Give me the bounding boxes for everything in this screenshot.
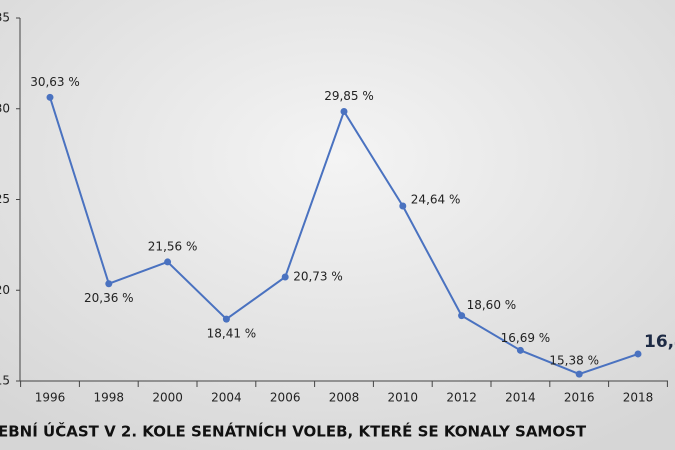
point bbox=[399, 202, 407, 210]
value-label: 29,85 % bbox=[324, 89, 374, 103]
value-label: 18,41 % bbox=[207, 327, 257, 341]
value-label: 16,69 % bbox=[501, 331, 551, 345]
x-tick-label: 2012 bbox=[446, 391, 477, 405]
point bbox=[634, 350, 642, 358]
point bbox=[222, 315, 230, 323]
point bbox=[46, 93, 54, 101]
point bbox=[105, 280, 113, 288]
value-label: 18,60 % bbox=[467, 298, 517, 312]
value-label: 21,56 % bbox=[148, 239, 198, 253]
x-tick-label: 2010 bbox=[388, 391, 419, 405]
chart-title: EBNÍ ÚČAST V 2. KOLE SENÁTNÍCH VOLEB, KT… bbox=[0, 422, 587, 441]
value-label: 24,64 % bbox=[411, 193, 461, 207]
y-tick-label: 35 bbox=[0, 11, 10, 25]
x-tick-label: 2014 bbox=[505, 391, 536, 405]
point bbox=[458, 312, 466, 320]
y-tick-label: 30 bbox=[0, 101, 10, 115]
y-tick-label: 15 bbox=[0, 374, 10, 388]
x-tick-label: 2000 bbox=[152, 391, 183, 405]
x-tick-label: 2018 bbox=[623, 391, 654, 405]
value-label: 20,73 % bbox=[293, 270, 343, 284]
y-tick-label: 25 bbox=[0, 192, 10, 206]
point bbox=[575, 370, 583, 378]
x-tick-label: 1996 bbox=[35, 391, 66, 405]
x-tick-label: 2008 bbox=[329, 391, 360, 405]
value-label: 15,38 % bbox=[549, 354, 599, 368]
value-label: 20,36 % bbox=[84, 291, 134, 305]
point bbox=[340, 107, 348, 115]
y-tick-label: 20 bbox=[0, 283, 10, 297]
x-tick-label: 2006 bbox=[270, 391, 301, 405]
value-label: 16,49 % bbox=[644, 332, 675, 352]
point bbox=[164, 258, 172, 266]
x-tick-label: 2004 bbox=[211, 391, 242, 405]
point bbox=[281, 273, 289, 281]
value-label: 30,63 % bbox=[30, 75, 80, 89]
x-tick-label: 1998 bbox=[94, 391, 125, 405]
point bbox=[516, 346, 524, 354]
x-tick-label: 2016 bbox=[564, 391, 595, 405]
